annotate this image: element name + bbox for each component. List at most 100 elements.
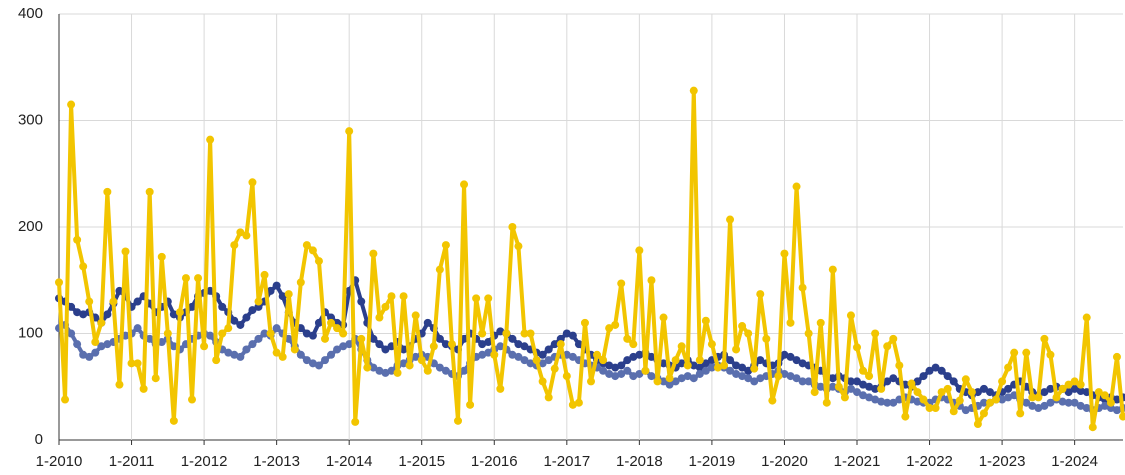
point	[756, 374, 765, 383]
point	[1082, 313, 1091, 322]
point	[713, 363, 722, 372]
point	[429, 342, 438, 351]
point	[798, 377, 807, 386]
point	[224, 324, 233, 333]
point	[810, 388, 819, 397]
point	[441, 340, 450, 349]
point	[314, 318, 323, 327]
point	[828, 374, 837, 383]
point	[986, 388, 994, 397]
point	[296, 350, 305, 359]
point	[127, 359, 136, 368]
point	[351, 417, 360, 426]
point	[1070, 384, 1079, 393]
point	[732, 345, 741, 354]
point	[883, 398, 892, 407]
point	[871, 384, 880, 393]
point	[526, 329, 535, 338]
point	[254, 297, 263, 306]
point	[859, 366, 868, 375]
point	[514, 340, 523, 349]
point	[339, 329, 348, 338]
point	[169, 310, 178, 319]
point	[169, 416, 178, 425]
point	[1112, 395, 1121, 404]
point	[333, 324, 342, 333]
point	[484, 338, 493, 347]
point	[828, 265, 837, 274]
point	[659, 359, 668, 368]
point	[1022, 348, 1031, 357]
point	[478, 350, 487, 359]
point	[629, 372, 638, 381]
x-tick-label: 1-2021	[834, 453, 881, 470]
y-tick-label: 0	[35, 431, 43, 448]
point	[538, 350, 547, 359]
point	[732, 361, 741, 370]
point	[411, 311, 420, 320]
point	[399, 345, 408, 354]
point	[744, 329, 753, 338]
point	[599, 356, 608, 365]
point	[877, 397, 886, 406]
point	[157, 252, 166, 261]
point	[508, 350, 517, 359]
point	[544, 345, 553, 354]
point	[532, 356, 541, 365]
point	[689, 374, 698, 383]
point	[218, 329, 227, 338]
point	[405, 361, 414, 370]
point	[242, 345, 251, 354]
point	[599, 366, 608, 375]
point	[308, 331, 317, 340]
point	[460, 180, 469, 189]
point	[1052, 393, 1061, 402]
point	[617, 369, 626, 378]
point	[478, 329, 487, 338]
point	[744, 366, 753, 375]
point	[115, 286, 124, 295]
point	[653, 377, 662, 386]
point	[296, 278, 305, 287]
point	[260, 329, 269, 338]
point	[188, 302, 196, 311]
point	[266, 286, 275, 295]
point	[726, 356, 735, 365]
point	[580, 318, 589, 327]
point	[665, 380, 674, 389]
point	[889, 374, 898, 383]
point	[998, 377, 1007, 386]
point	[502, 329, 511, 338]
point	[260, 270, 269, 279]
point	[1046, 398, 1055, 407]
point	[889, 334, 898, 343]
point	[496, 342, 505, 351]
point	[369, 334, 378, 343]
point	[1028, 401, 1037, 410]
point	[695, 369, 704, 378]
point	[822, 398, 831, 407]
point	[562, 372, 571, 381]
point	[393, 368, 402, 377]
point	[641, 366, 650, 375]
point	[327, 318, 336, 327]
point	[441, 241, 450, 250]
point	[169, 342, 178, 351]
point	[91, 348, 100, 357]
point	[157, 338, 166, 347]
point	[792, 182, 801, 191]
point	[937, 388, 946, 397]
point	[230, 241, 239, 250]
point	[417, 356, 426, 365]
point	[726, 366, 735, 375]
point	[460, 366, 469, 375]
point	[931, 404, 940, 413]
point	[1058, 384, 1067, 393]
point	[919, 395, 928, 404]
point	[689, 361, 698, 370]
point	[846, 384, 855, 393]
point	[79, 350, 88, 359]
point	[1010, 391, 1019, 400]
point	[1082, 404, 1091, 413]
point	[804, 377, 813, 386]
